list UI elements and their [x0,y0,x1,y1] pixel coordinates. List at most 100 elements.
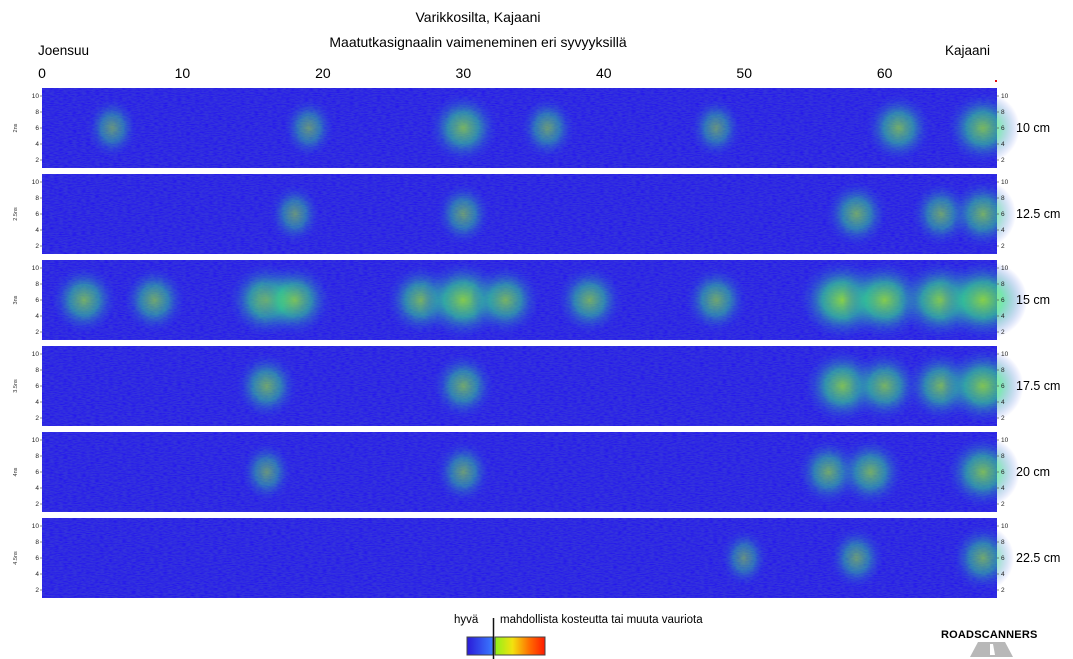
y-tick-label: 4 [1001,313,1005,320]
anomaly-zone [283,98,335,158]
anomaly-zone [849,351,920,421]
anomaly-zone [829,527,884,589]
anomaly-zone [938,260,1028,340]
depth-label: 10 cm [1016,121,1050,135]
time-label: 4.5ns [13,551,19,565]
anomaly-zone [235,353,298,419]
x-tick-label: 0 [38,65,46,81]
y-tick-label: 10 [1001,93,1009,100]
chart-subtitle: Maatutkasignaalin vaimeneminen eri syvyy… [329,34,626,50]
y-tick-label: 6 [1001,383,1005,390]
y-tick-label: 6 [35,297,39,304]
y-tick-label: 2 [35,243,39,250]
y-tick-label: 4 [35,571,39,578]
anomaly-zone [257,264,332,336]
anomaly-zone [946,92,1020,164]
y-tick-label: 6 [1001,211,1005,218]
panel: 2 2 4 4 6 6 8 8 10 10 3.5ns 17.5 cm [13,346,1060,431]
y-tick-label: 8 [1001,281,1005,288]
anomaly-zone [942,348,1024,424]
roadscanners-logo: ROADSCANNERS [941,629,1037,657]
y-tick-label: 10 [32,351,40,358]
y-tick-label: 10 [1001,265,1009,272]
depth-label: 22.5 cm [1016,551,1060,565]
y-tick-label: 6 [35,383,39,390]
anomaly-zone [436,183,491,245]
y-tick-label: 4 [35,485,39,492]
y-tick-label: 6 [1001,125,1005,132]
y-tick-label: 2 [35,329,39,336]
legend: hyvä mahdollista kosteutta tai muuta vau… [454,614,703,659]
x-tick-label: 10 [175,65,191,81]
anomaly-zone [520,97,575,159]
y-tick-label: 4 [35,399,39,406]
y-tick-label: 6 [1001,469,1005,476]
panel-separator [42,168,997,173]
anomaly-zone [837,438,904,506]
y-tick-label: 10 [32,265,40,272]
y-tick-label: 8 [35,109,39,116]
panel: 2 2 4 4 6 6 8 8 10 10 4.5ns 22.5 cm [13,518,1060,603]
y-tick-label: 8 [1001,367,1005,374]
y-tick-label: 8 [35,539,39,546]
time-label: 3.5ns [13,379,19,393]
y-tick-label: 4 [1001,571,1005,578]
panel-separator [42,254,997,259]
y-tick-label: 8 [35,195,39,202]
anomaly-zone [825,181,888,247]
anomaly-zone [690,98,742,158]
y-tick-label: 2 [1001,243,1005,250]
x-tick-label: 60 [877,65,893,81]
y-tick-label: 2 [1001,157,1005,164]
y-tick-label: 8 [35,367,39,374]
y-tick-label: 6 [35,555,39,562]
anomaly-zone [470,265,541,335]
time-label: 3ns [13,295,19,304]
panel: 2 2 4 4 6 6 8 8 10 10 4ns 20 cm [13,432,1050,517]
time-label: 2ns [13,123,19,132]
anomaly-zone [720,529,768,587]
y-tick-label: 8 [35,453,39,460]
y-tick-label: 10 [1001,179,1009,186]
chart-title: Varikkosilta, Kajaani [415,9,540,25]
panels: 2 2 4 4 6 6 8 8 10 10 2ns 10 cm 2 2 4 4 6 6 8 8 10 10 2.5ns 12.… [13,88,1060,603]
panel: 2 2 4 4 6 6 8 8 10 10 3ns 15 cm [13,260,1050,345]
depth-label: 20 cm [1016,465,1050,479]
y-tick-label: 8 [1001,539,1005,546]
logo-road-line-icon [990,644,995,655]
y-tick-label: 6 [35,469,39,476]
y-tick-label: 4 [1001,141,1005,148]
y-tick-label: 4 [35,313,39,320]
end-label: Kajaani [945,43,990,58]
y-tick-label: 8 [35,281,39,288]
y-tick-label: 6 [35,211,39,218]
y-tick-label: 6 [35,125,39,132]
y-tick-label: 10 [1001,351,1009,358]
x-tick-label: 40 [596,65,612,81]
panel-separator [42,340,997,345]
panel: 2 2 4 4 6 6 8 8 10 10 2ns 10 cm [13,88,1050,173]
depth-label: 12.5 cm [1016,207,1060,221]
y-tick-label: 2 [1001,415,1005,422]
end-marker [995,80,997,82]
anomaly-zone [436,441,491,503]
y-tick-label: 4 [1001,399,1005,406]
y-tick-label: 4 [35,227,39,234]
anomaly-zone [86,98,138,158]
y-tick-label: 6 [1001,297,1005,304]
panel-texture [42,88,997,168]
anomaly-zone [241,442,293,502]
legend-good-swatch [466,636,494,656]
legend-damage-label: mahdollista kosteutta tai muuta vauriota [500,614,703,626]
y-tick-label: 6 [1001,555,1005,562]
y-tick-label: 10 [32,523,40,530]
panel: 2 2 4 4 6 6 8 8 10 10 2.5ns 12.5 cm [13,174,1060,259]
x-tick-label: 30 [456,65,472,81]
y-tick-label: 10 [1001,523,1009,530]
anomaly-zone [865,94,932,162]
y-tick-label: 10 [1001,437,1009,444]
y-tick-label: 2 [1001,329,1005,336]
y-tick-label: 2 [1001,587,1005,594]
anomaly-zone [269,184,321,244]
